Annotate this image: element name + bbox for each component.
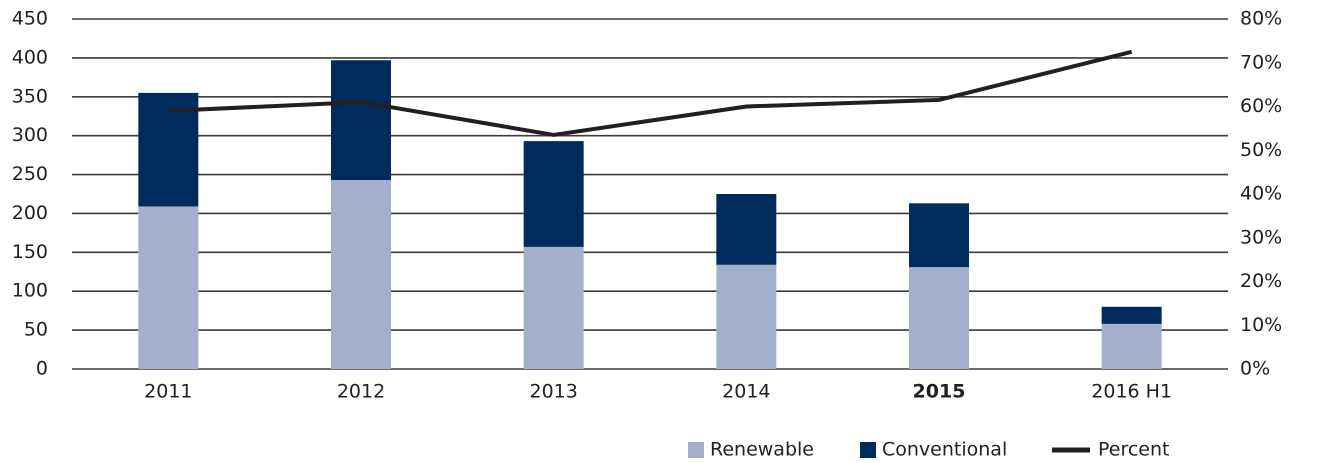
x-tick-label: 2013 xyxy=(529,381,577,403)
y2-tick-label: 80% xyxy=(1240,8,1282,30)
x-tick-label: 2014 xyxy=(722,381,770,403)
y-tick-label: 100 xyxy=(12,280,48,302)
x-tick-label: 2016 H1 xyxy=(1091,381,1172,403)
y-tick-label: 50 xyxy=(24,319,48,341)
y2-tick-label: 70% xyxy=(1240,51,1282,73)
x-tick-label: 2015 xyxy=(913,381,966,403)
y-tick-label: 0 xyxy=(36,358,48,380)
bar xyxy=(523,141,584,247)
y-tick-label: 350 xyxy=(12,85,48,107)
bar xyxy=(909,203,969,268)
y2-tick-label: 40% xyxy=(1240,183,1282,205)
bar xyxy=(138,206,199,369)
bar xyxy=(1101,306,1162,324)
bar xyxy=(523,246,584,369)
bar xyxy=(1101,323,1162,369)
legend-label: Percent xyxy=(1098,439,1170,461)
y-tick-label: 250 xyxy=(12,163,48,185)
bar xyxy=(716,264,777,369)
y-tick-label: 450 xyxy=(12,8,48,30)
bar xyxy=(331,60,391,180)
bar xyxy=(331,180,391,369)
line xyxy=(168,49,1133,137)
legend-swatch xyxy=(860,442,876,458)
y-tick-label: 400 xyxy=(12,46,48,68)
y-tick-label: 300 xyxy=(12,124,48,146)
y2-tick-label: 60% xyxy=(1240,95,1282,117)
x-tick-label: 2012 xyxy=(337,381,385,403)
legend-label: Renewable xyxy=(710,439,814,461)
bar xyxy=(909,267,969,369)
legend-label: Conventional xyxy=(882,439,1007,461)
y2-tick-label: 20% xyxy=(1240,270,1282,292)
bar xyxy=(716,194,777,265)
y-tick-label: 150 xyxy=(12,241,48,263)
y2-tick-label: 0% xyxy=(1240,358,1270,380)
y2-tick-label: 50% xyxy=(1240,139,1282,161)
x-tick-label: 2011 xyxy=(144,381,192,403)
y-tick-label: 200 xyxy=(12,202,48,224)
y2-tick-label: 10% xyxy=(1240,314,1282,336)
y2-tick-label: 30% xyxy=(1240,226,1282,248)
legend-swatch xyxy=(688,442,704,458)
